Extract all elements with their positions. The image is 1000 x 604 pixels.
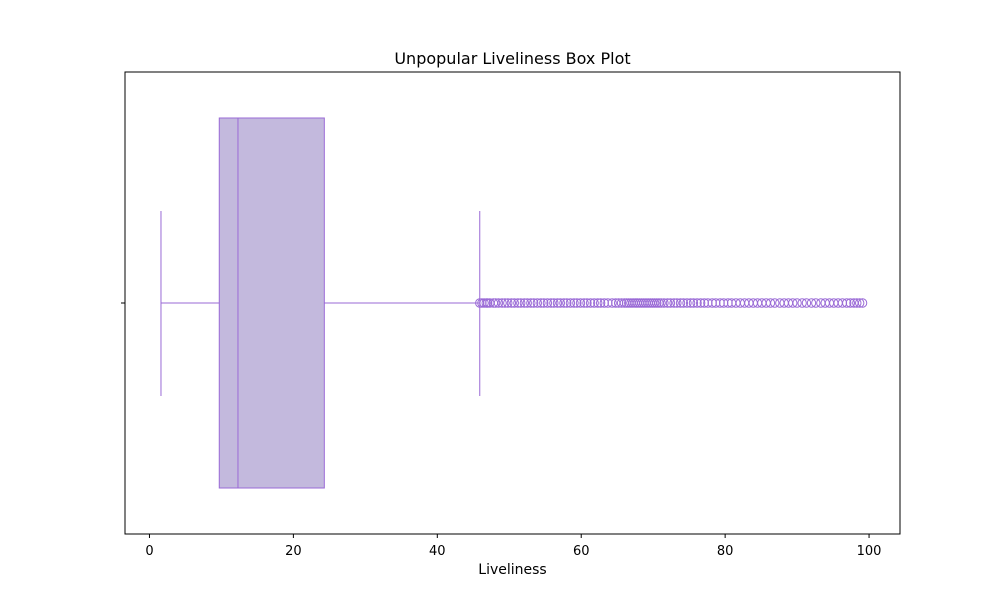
outlier-point bbox=[682, 298, 692, 308]
outlier-point bbox=[503, 298, 513, 308]
chart-title: Unpopular Liveliness Box Plot bbox=[394, 49, 630, 68]
outlier-point bbox=[559, 298, 569, 308]
outlier-point bbox=[842, 298, 852, 308]
outlier-point bbox=[565, 298, 576, 308]
outlier-point bbox=[770, 298, 780, 308]
outlier-point bbox=[652, 298, 662, 308]
outlier-point bbox=[589, 298, 599, 308]
x-tick-label: 20 bbox=[285, 544, 302, 559]
outlier-point bbox=[656, 298, 666, 308]
outlier-point bbox=[569, 298, 579, 308]
outlier-point bbox=[607, 298, 617, 308]
outlier-point bbox=[519, 298, 530, 308]
outlier-point bbox=[516, 298, 526, 308]
outlier-point bbox=[493, 298, 504, 308]
outlier-point bbox=[522, 298, 532, 308]
outlier-point bbox=[572, 298, 582, 308]
outlier-point bbox=[855, 298, 865, 308]
outlier-point bbox=[675, 298, 686, 308]
outlier-point bbox=[506, 298, 517, 308]
x-tick-label: 100 bbox=[857, 544, 882, 559]
outlier-point bbox=[532, 298, 543, 308]
outlier-point bbox=[678, 298, 689, 308]
outlier-point bbox=[695, 298, 706, 308]
outlier-point bbox=[649, 298, 660, 308]
x-tick-label: 0 bbox=[145, 544, 153, 559]
outlier-point bbox=[539, 298, 549, 308]
x-tick-label: 80 bbox=[717, 544, 734, 559]
outlier-point bbox=[585, 298, 596, 308]
outlier-point bbox=[685, 298, 696, 308]
outlier-point bbox=[479, 298, 489, 308]
outlier-point bbox=[845, 298, 856, 308]
outlier-point bbox=[513, 298, 523, 308]
outlier-point bbox=[688, 298, 699, 308]
outlier-point bbox=[692, 298, 702, 308]
outlier-point bbox=[575, 298, 586, 308]
outlier-point bbox=[765, 298, 776, 308]
outlier-point bbox=[552, 298, 563, 308]
iqr-box bbox=[218, 117, 325, 489]
outlier-point bbox=[792, 298, 802, 308]
outlier-point bbox=[806, 298, 817, 308]
outlier-point bbox=[582, 298, 592, 308]
outlier-point bbox=[595, 298, 606, 308]
outlier-point bbox=[669, 298, 679, 308]
outlier-point bbox=[797, 298, 807, 308]
x-axis: 0 20 40 60 80 100 bbox=[145, 534, 881, 559]
outlier-point bbox=[562, 298, 572, 308]
outlier-point bbox=[526, 298, 536, 308]
outlier-point bbox=[662, 298, 673, 308]
outlier-point bbox=[811, 298, 821, 308]
outlier-point bbox=[500, 298, 510, 308]
outlier-point bbox=[529, 298, 539, 308]
outlier-point bbox=[490, 298, 501, 308]
outlier-point bbox=[801, 298, 812, 308]
outlier-point bbox=[857, 298, 868, 308]
x-axis-label: Liveliness bbox=[478, 562, 546, 578]
outlier-point bbox=[549, 298, 559, 308]
outlier-point bbox=[497, 298, 507, 308]
x-tick-label: 40 bbox=[429, 544, 446, 559]
x-tick-label: 60 bbox=[573, 544, 590, 559]
outlier-point bbox=[555, 298, 566, 308]
outlier-point bbox=[659, 298, 669, 308]
outlier-point bbox=[509, 298, 519, 308]
outlier-point bbox=[665, 298, 676, 308]
outlier-point bbox=[542, 298, 553, 308]
outlier-point bbox=[546, 298, 556, 308]
outlier-point bbox=[616, 298, 627, 308]
outlier-point bbox=[593, 298, 603, 308]
box-plot-marks bbox=[160, 117, 868, 489]
outlier-point bbox=[579, 298, 589, 308]
outlier-point bbox=[788, 298, 798, 308]
outlier-point bbox=[536, 298, 546, 308]
outlier-point bbox=[852, 298, 862, 308]
outlier-point bbox=[672, 298, 682, 308]
